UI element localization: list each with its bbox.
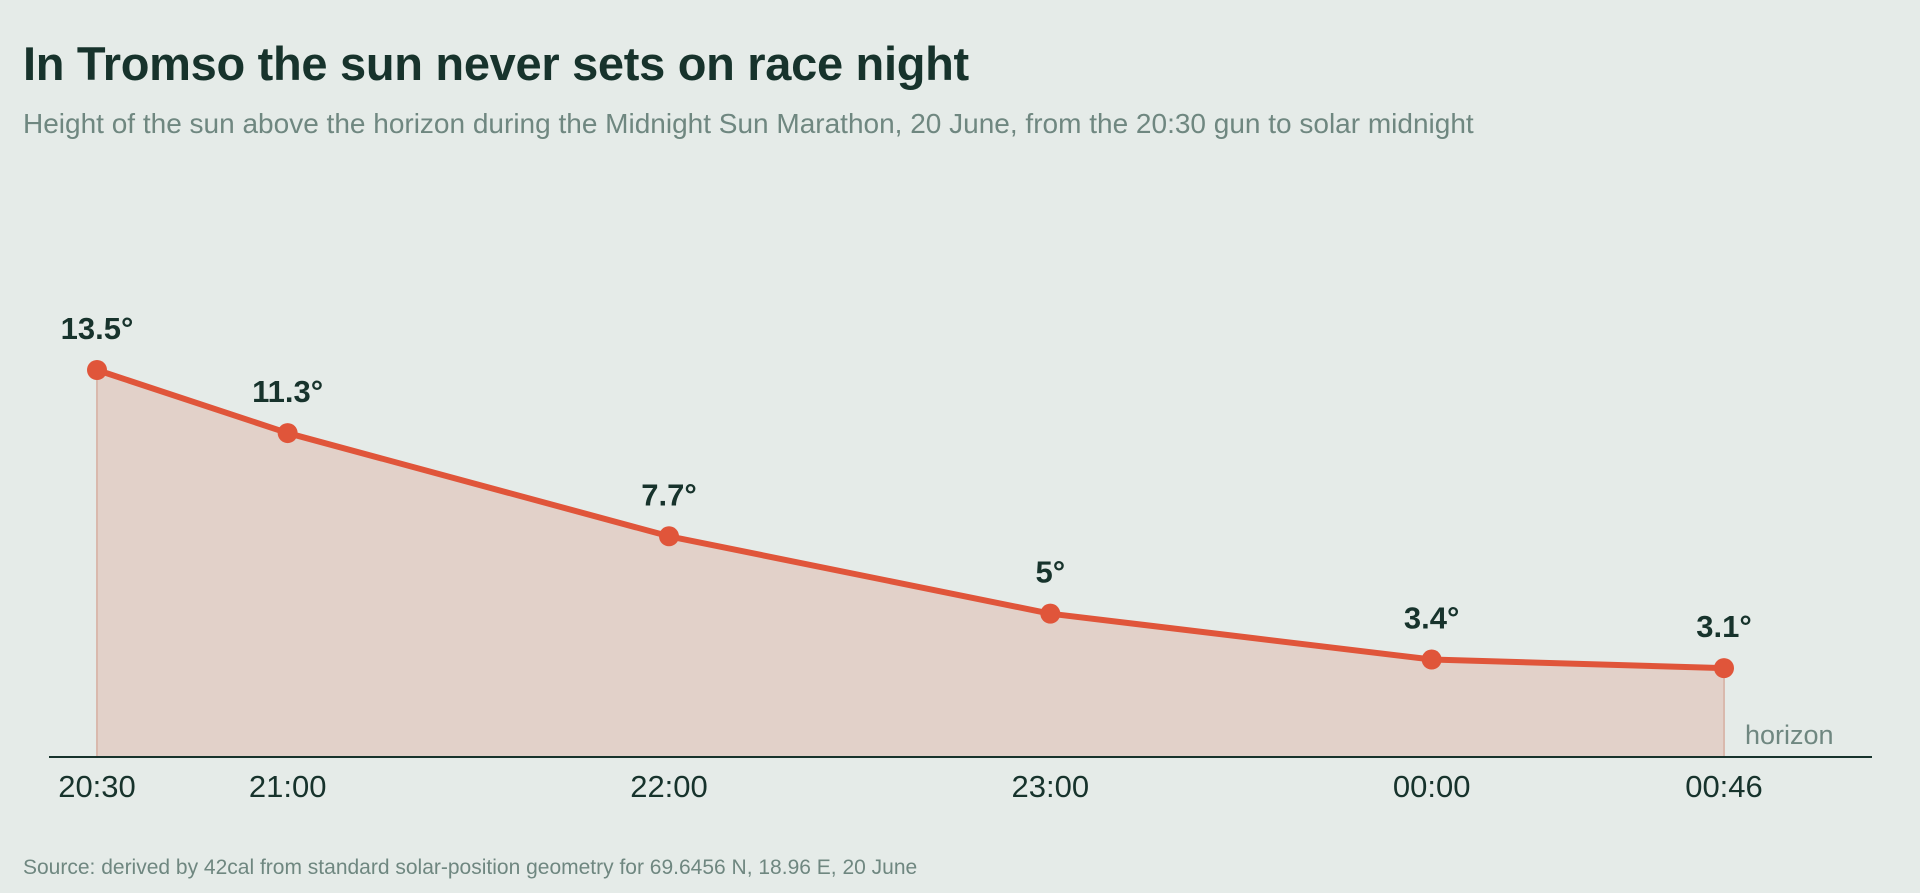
value-label-layer: 13.5° 11.3° 7.7° 5° 3.4° 3.1°	[61, 311, 1752, 644]
x-tick-label: 23:00	[1012, 769, 1090, 804]
x-tick-label: 00:00	[1393, 769, 1471, 804]
area-fill	[97, 370, 1724, 757]
horizon-label: horizon	[1745, 720, 1834, 750]
value-label: 11.3°	[252, 374, 323, 409]
x-tick-layer: 20:30 21:00 22:00 23:00 00:00 00:46	[58, 769, 1763, 804]
x-tick-label: 00:46	[1685, 769, 1763, 804]
data-point	[1040, 603, 1061, 624]
value-label: 3.4°	[1404, 601, 1460, 636]
data-point	[87, 360, 107, 380]
chart-subtitle: Height of the sun above the horizon duri…	[23, 108, 1474, 139]
data-point	[277, 423, 298, 444]
source-note: Source: derived by 42cal from standard s…	[23, 856, 918, 879]
value-label: 13.5°	[61, 311, 134, 346]
value-label: 5°	[1036, 555, 1066, 590]
value-label: 3.1°	[1696, 609, 1752, 644]
data-point	[1421, 649, 1442, 670]
area-layer	[96, 370, 1725, 757]
x-tick-label: 22:00	[630, 769, 708, 804]
x-tick-label: 21:00	[249, 769, 327, 804]
x-tick-label: 20:30	[58, 769, 136, 804]
series-line	[94, 367, 1727, 672]
data-point	[1714, 658, 1734, 679]
data-point	[658, 526, 679, 547]
value-label: 7.7°	[641, 477, 697, 512]
point-layer	[87, 360, 1734, 679]
line-layer	[94, 367, 1727, 672]
chart-title: In Tromso the sun never sets on race nig…	[23, 37, 969, 90]
